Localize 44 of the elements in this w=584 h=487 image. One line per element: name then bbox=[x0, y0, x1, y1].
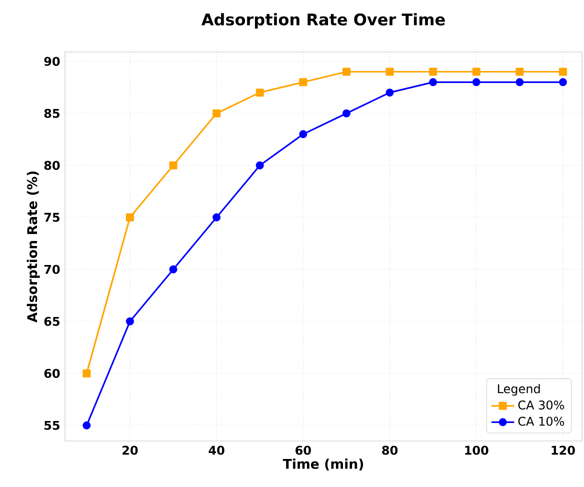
point bbox=[386, 88, 394, 97]
chart-title: Adsorption Rate Over Time bbox=[201, 13, 445, 29]
point bbox=[82, 421, 91, 430]
point bbox=[169, 161, 178, 170]
point bbox=[516, 78, 524, 86]
x-tick-label: 20 bbox=[122, 446, 138, 455]
point bbox=[429, 68, 438, 76]
point bbox=[299, 130, 308, 138]
point bbox=[558, 68, 567, 76]
point bbox=[558, 78, 567, 86]
y-tick-label: 85 bbox=[44, 108, 60, 118]
point bbox=[82, 369, 91, 378]
legend-label: CA 10% bbox=[518, 416, 564, 426]
y-tick-label: 60 bbox=[44, 368, 60, 378]
point bbox=[342, 109, 350, 118]
legend-label: CA 30% bbox=[518, 400, 564, 410]
point bbox=[516, 68, 524, 76]
y-tick-label: 80 bbox=[44, 160, 60, 170]
y-tick-label: 90 bbox=[44, 56, 60, 66]
point bbox=[472, 68, 480, 76]
point bbox=[126, 213, 134, 222]
x-tick-label: 60 bbox=[296, 446, 311, 455]
point bbox=[169, 265, 178, 274]
point bbox=[212, 109, 221, 118]
y-tick-label: 55 bbox=[44, 420, 60, 430]
y-tick-label: 70 bbox=[44, 264, 60, 274]
point bbox=[256, 88, 264, 97]
point bbox=[429, 78, 438, 86]
x-tick-label: 80 bbox=[382, 446, 398, 455]
point bbox=[472, 78, 480, 86]
legend-title: Legend bbox=[498, 384, 540, 396]
x-tick-label: 100 bbox=[465, 446, 488, 455]
x-tick-label: 40 bbox=[208, 446, 224, 455]
point bbox=[386, 68, 394, 76]
y-tick-label: 75 bbox=[44, 212, 60, 222]
y-tick-label: 65 bbox=[44, 316, 60, 326]
point bbox=[126, 317, 134, 326]
point bbox=[212, 213, 221, 222]
x-tick-label: 120 bbox=[552, 446, 575, 455]
point bbox=[256, 161, 264, 170]
point bbox=[342, 68, 350, 76]
point bbox=[299, 78, 308, 86]
y-axis-title: Adsorption Rate (%) bbox=[26, 172, 40, 323]
x-axis-title: Time (min) bbox=[282, 458, 364, 470]
